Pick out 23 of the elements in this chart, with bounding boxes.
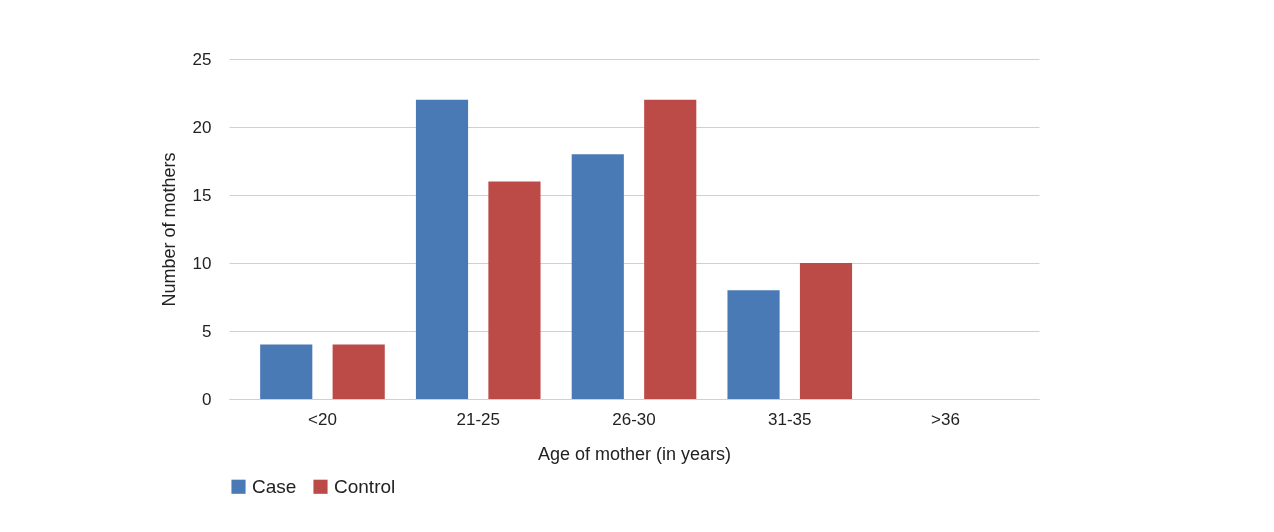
bar (332, 344, 385, 399)
y-tick-label: 15 (192, 185, 212, 205)
y-axis-title: Number of mothers (158, 152, 179, 307)
x-tick-label: <20 (308, 409, 337, 429)
bar (644, 99, 697, 399)
bar (415, 99, 469, 399)
x-tick-label: 31-35 (768, 409, 812, 429)
legend-label: Control (334, 475, 396, 497)
bar (488, 181, 541, 399)
x-tick-label: 26-30 (612, 409, 656, 429)
y-tick-label: 5 (202, 321, 212, 341)
y-tick-label: 10 (192, 253, 212, 273)
x-tick-label: >36 (931, 409, 960, 429)
legend-label: Case (252, 475, 297, 497)
bar (799, 263, 853, 399)
y-tick-label: 20 (192, 117, 212, 137)
x-tick-label: 21-25 (456, 409, 500, 429)
y-tick-label: 0 (202, 389, 212, 409)
x-axis-title: Age of mother (in years) (537, 443, 732, 464)
y-tick-label: 25 (192, 49, 212, 69)
bar (571, 154, 624, 399)
bar (727, 290, 780, 399)
bar (260, 344, 313, 399)
